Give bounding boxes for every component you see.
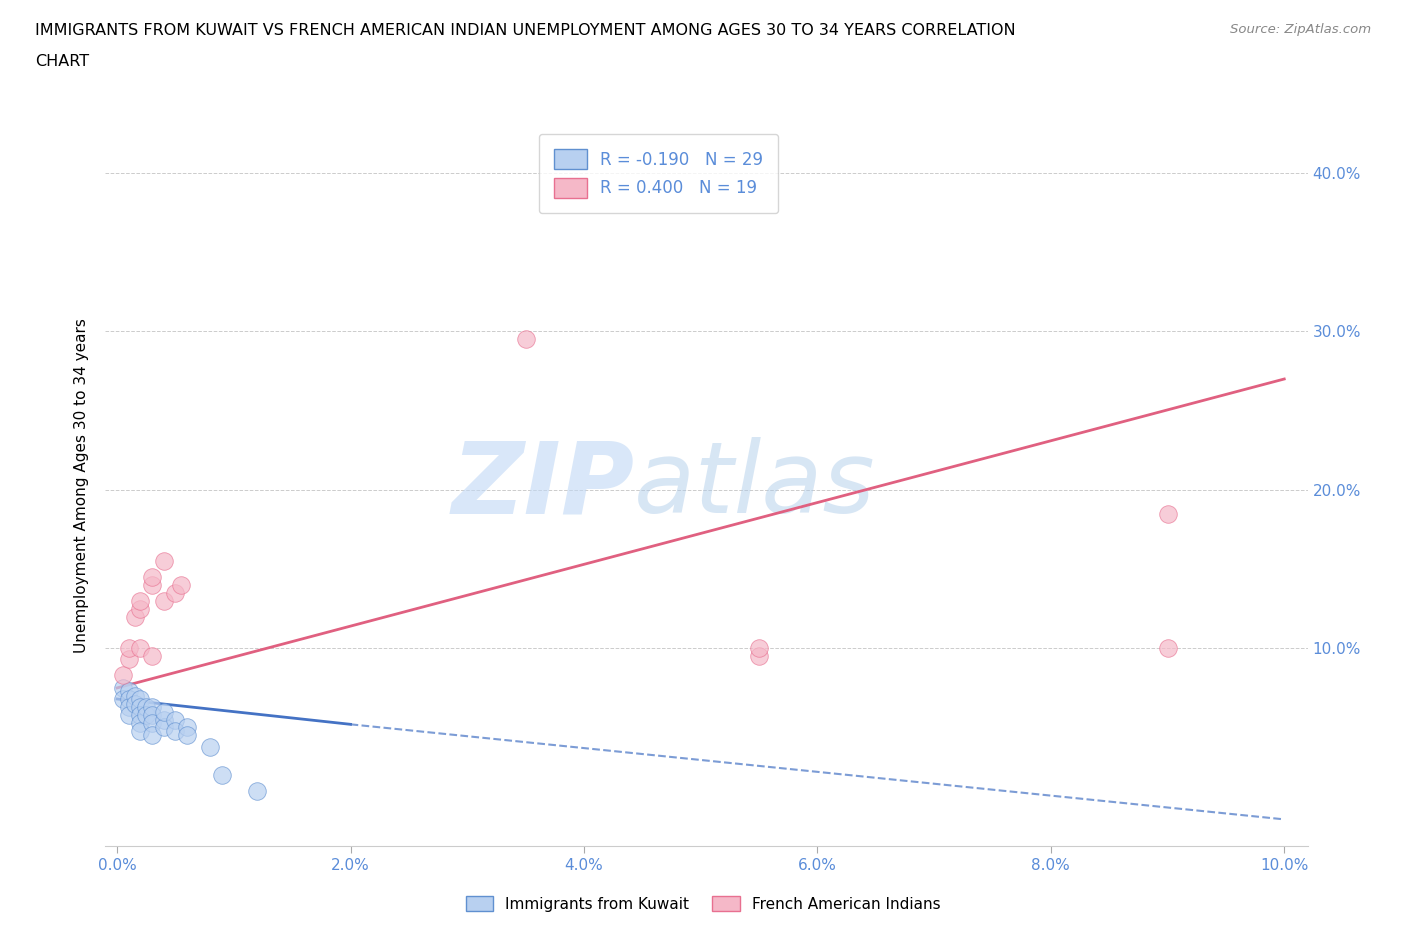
Point [176,720,198,735]
Point [165,724,187,738]
Point [111,681,134,696]
Point [129,593,152,608]
Text: Source: ZipAtlas.com: Source: ZipAtlas.com [1230,23,1371,36]
Point [165,712,187,727]
Point [1156,506,1178,521]
Point [118,699,141,714]
Point [129,692,152,707]
Point [135,708,157,723]
Legend: Immigrants from Kuwait, French American Indians: Immigrants from Kuwait, French American … [460,889,946,918]
Point [141,569,163,584]
Point [141,649,163,664]
Point [135,699,157,714]
Point [124,688,146,703]
Point [1156,641,1178,656]
Point [141,708,163,723]
Point [141,699,163,714]
Point [129,641,152,656]
Point [129,708,152,723]
Point [111,668,134,683]
Point [118,708,141,723]
Point [153,704,176,719]
Text: CHART: CHART [35,54,89,69]
Point [153,720,176,735]
Legend: R = -0.190   N = 29, R = 0.400   N = 19: R = -0.190 N = 29, R = 0.400 N = 19 [538,134,779,213]
Point [141,578,163,592]
Point [118,652,141,667]
Point [129,715,152,730]
Point [153,553,176,568]
Point [170,578,193,592]
Text: IMMIGRANTS FROM KUWAIT VS FRENCH AMERICAN INDIAN UNEMPLOYMENT AMONG AGES 30 TO 3: IMMIGRANTS FROM KUWAIT VS FRENCH AMERICA… [35,23,1015,38]
Text: ZIP: ZIP [451,437,634,535]
Point [111,692,134,707]
Point [141,728,163,743]
Point [129,602,152,617]
Point [165,585,187,600]
Point [748,649,770,664]
Point [246,783,269,798]
Point [176,728,198,743]
Point [211,767,233,782]
Point [515,332,537,347]
Point [129,699,152,714]
Point [200,739,222,754]
Point [153,712,176,727]
Point [153,593,176,608]
Point [129,724,152,738]
Point [118,692,141,707]
Text: atlas: atlas [634,437,876,535]
Point [124,609,146,624]
Point [124,697,146,711]
Point [141,715,163,730]
Point [118,684,141,698]
Point [118,641,141,656]
Point [748,641,770,656]
Y-axis label: Unemployment Among Ages 30 to 34 years: Unemployment Among Ages 30 to 34 years [75,318,90,654]
